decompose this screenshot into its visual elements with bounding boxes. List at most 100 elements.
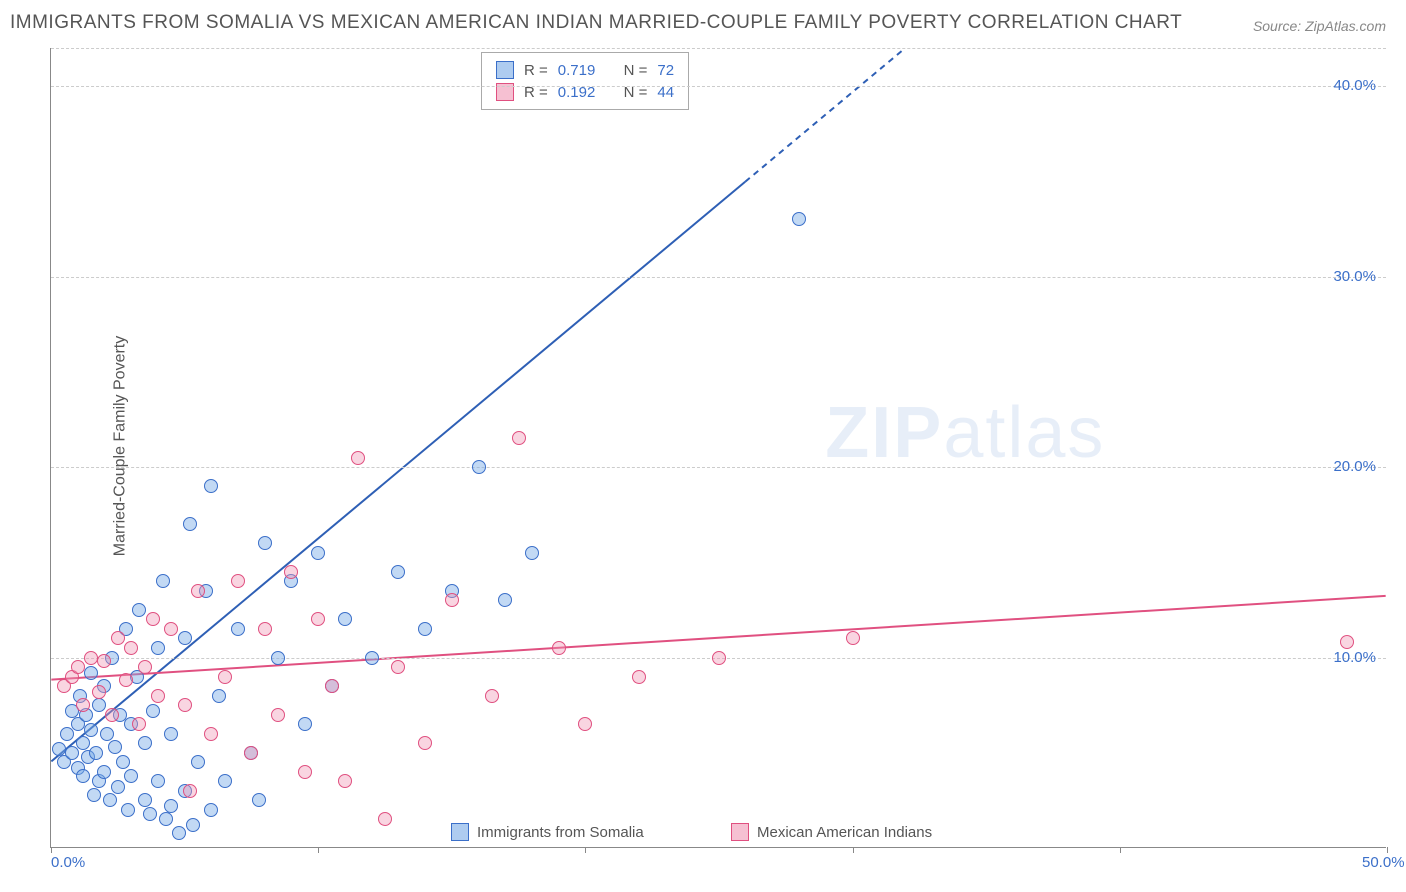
y-tick-label: 30.0%	[1333, 268, 1376, 285]
data-point-blue	[146, 704, 160, 718]
data-point-blue	[138, 736, 152, 750]
data-point-pink	[311, 612, 325, 626]
data-point-blue	[204, 479, 218, 493]
chart-title: IMMIGRANTS FROM SOMALIA VS MEXICAN AMERI…	[10, 12, 1182, 34]
stat-r-blue: 0.719	[558, 62, 596, 79]
data-point-pink	[284, 565, 298, 579]
data-point-blue	[132, 603, 146, 617]
data-point-blue	[164, 799, 178, 813]
data-point-pink	[124, 641, 138, 655]
data-point-pink	[391, 660, 405, 674]
source-prefix: Source:	[1253, 18, 1305, 34]
data-point-blue	[231, 622, 245, 636]
data-point-pink	[105, 708, 119, 722]
x-tick-label: 50.0%	[1362, 854, 1405, 871]
swatch-pink-icon	[731, 823, 749, 841]
source-link[interactable]: ZipAtlas.com	[1305, 18, 1386, 34]
gridline-h	[51, 467, 1386, 468]
data-point-pink	[632, 670, 646, 684]
data-point-blue	[84, 666, 98, 680]
data-point-pink	[512, 431, 526, 445]
gridline-h	[51, 48, 1386, 49]
data-point-blue	[298, 717, 312, 731]
x-tick	[585, 847, 586, 853]
data-point-blue	[108, 740, 122, 754]
watermark-bold: ZIP	[825, 393, 943, 473]
data-point-pink	[552, 641, 566, 655]
x-tick	[51, 847, 52, 853]
data-point-blue	[218, 774, 232, 788]
data-point-blue	[89, 746, 103, 760]
data-point-blue	[156, 574, 170, 588]
data-point-pink	[164, 622, 178, 636]
data-point-pink	[151, 689, 165, 703]
data-point-pink	[183, 784, 197, 798]
watermark: ZIPatlas	[825, 392, 1105, 474]
data-point-blue	[418, 622, 432, 636]
y-tick-label: 10.0%	[1333, 649, 1376, 666]
data-point-blue	[116, 755, 130, 769]
data-point-pink	[485, 689, 499, 703]
data-point-pink	[338, 774, 352, 788]
data-point-pink	[92, 685, 106, 699]
data-point-blue	[212, 689, 226, 703]
data-point-blue	[100, 727, 114, 741]
data-point-blue	[365, 651, 379, 665]
data-point-pink	[846, 631, 860, 645]
y-tick-label: 20.0%	[1333, 458, 1376, 475]
data-point-blue	[111, 780, 125, 794]
data-point-blue	[151, 641, 165, 655]
data-point-blue	[311, 546, 325, 560]
legend-pink: Mexican American Indians	[731, 823, 932, 841]
stats-row-pink: R = 0.192 N = 44	[496, 81, 674, 103]
data-point-blue	[143, 807, 157, 821]
data-point-pink	[178, 698, 192, 712]
gridline-h	[51, 86, 1386, 87]
swatch-blue-icon	[496, 61, 514, 79]
stats-row-blue: R = 0.719 N = 72	[496, 59, 674, 81]
data-point-blue	[159, 812, 173, 826]
trend-lines	[51, 48, 1386, 847]
legend-blue-label: Immigrants from Somalia	[477, 824, 644, 841]
data-point-blue	[498, 593, 512, 607]
stat-r-label: R =	[524, 62, 548, 79]
data-point-pink	[204, 727, 218, 741]
data-point-pink	[111, 631, 125, 645]
x-tick	[1120, 847, 1121, 853]
data-point-blue	[391, 565, 405, 579]
data-point-blue	[103, 793, 117, 807]
source-attribution: Source: ZipAtlas.com	[1253, 18, 1386, 34]
data-point-blue	[338, 612, 352, 626]
data-point-pink	[298, 765, 312, 779]
data-point-pink	[258, 622, 272, 636]
data-point-blue	[252, 793, 266, 807]
data-point-blue	[121, 803, 135, 817]
data-point-blue	[151, 774, 165, 788]
data-point-pink	[351, 451, 365, 465]
legend-pink-label: Mexican American Indians	[757, 824, 932, 841]
data-point-blue	[172, 826, 186, 840]
stat-n-label: N =	[624, 62, 648, 79]
data-point-pink	[445, 593, 459, 607]
data-point-pink	[146, 612, 160, 626]
data-point-blue	[164, 727, 178, 741]
data-point-pink	[76, 698, 90, 712]
swatch-blue-icon	[451, 823, 469, 841]
data-point-blue	[186, 818, 200, 832]
stats-box: R = 0.719 N = 72 R = 0.192 N = 44	[481, 52, 689, 110]
data-point-blue	[52, 742, 66, 756]
data-point-blue	[271, 651, 285, 665]
data-point-pink	[418, 736, 432, 750]
data-point-blue	[76, 769, 90, 783]
data-point-blue	[92, 698, 106, 712]
data-point-blue	[124, 769, 138, 783]
data-point-pink	[218, 670, 232, 684]
data-point-blue	[138, 793, 152, 807]
data-point-blue	[258, 536, 272, 550]
data-point-pink	[138, 660, 152, 674]
data-point-pink	[97, 654, 111, 668]
data-point-pink	[1340, 635, 1354, 649]
data-point-blue	[178, 631, 192, 645]
data-point-blue	[792, 212, 806, 226]
data-point-blue	[183, 517, 197, 531]
